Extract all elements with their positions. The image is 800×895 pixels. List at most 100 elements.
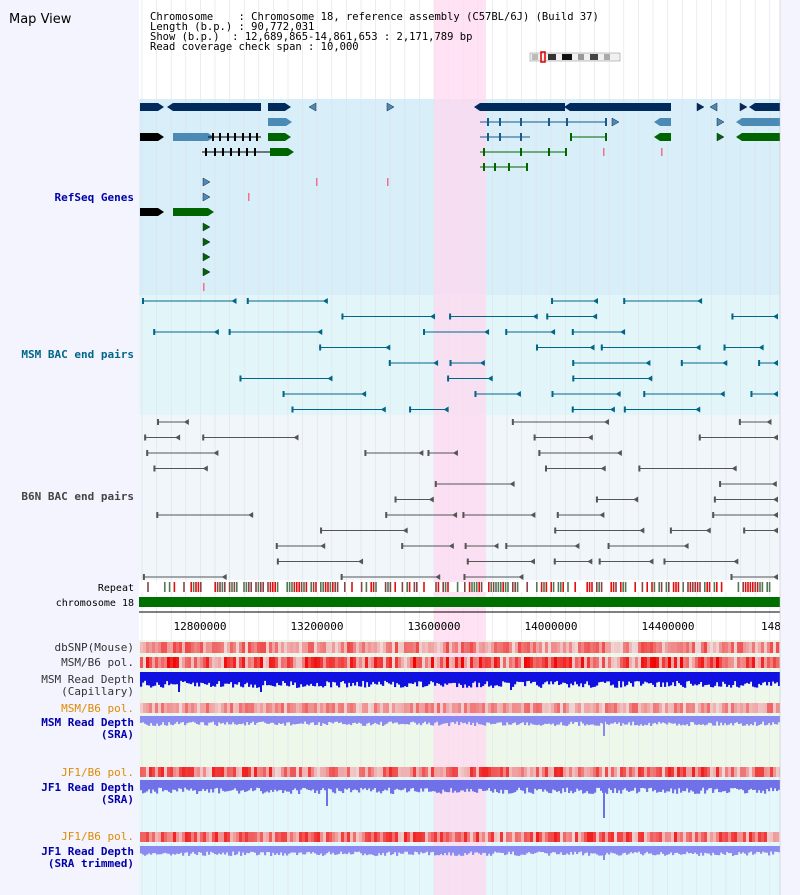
refseq-genes-track[interactable] bbox=[140, 102, 780, 291]
transcript-exon[interactable] bbox=[548, 118, 550, 126]
transcript-exon[interactable] bbox=[566, 118, 568, 126]
track-label-msm-bac[interactable]: MSM BAC end pairs bbox=[21, 348, 134, 361]
transcript-exon[interactable] bbox=[520, 118, 522, 126]
heat-cell bbox=[707, 832, 711, 842]
transcript-exon[interactable] bbox=[605, 118, 607, 126]
gene-feature[interactable] bbox=[270, 148, 288, 156]
transcript-exon[interactable] bbox=[499, 133, 501, 141]
track-label-jf1-depth-sra[interactable]: JF1 Read Depth bbox=[41, 781, 134, 794]
heat-cell bbox=[539, 703, 543, 713]
heat-cell bbox=[758, 703, 762, 713]
read-depth-tracks[interactable] bbox=[140, 672, 781, 860]
gene-marker[interactable] bbox=[386, 102, 395, 112]
gene-marker[interactable] bbox=[308, 102, 317, 112]
transcript-exon[interactable] bbox=[205, 148, 207, 156]
gene-marker[interactable] bbox=[202, 252, 211, 262]
msm-bac-track[interactable] bbox=[142, 298, 778, 413]
gene-feature[interactable] bbox=[742, 133, 780, 141]
selected-region-highlight[interactable] bbox=[434, 0, 486, 895]
chromosome-ideogram[interactable] bbox=[529, 51, 621, 63]
transcript-exon[interactable] bbox=[548, 148, 550, 156]
transcript-exon[interactable] bbox=[605, 133, 607, 141]
heat-cell bbox=[143, 657, 147, 668]
track-label-msm-pol-2[interactable]: MSM/B6 pol. bbox=[61, 702, 134, 715]
transcript-exon[interactable] bbox=[256, 133, 258, 141]
transcript-exon[interactable] bbox=[499, 118, 501, 126]
heat-cell bbox=[176, 832, 180, 842]
gene-marker[interactable] bbox=[739, 102, 748, 112]
gene-marker[interactable] bbox=[611, 117, 620, 127]
gene-feature[interactable] bbox=[480, 103, 565, 111]
track-label-jf1-pol-2[interactable]: JF1/B6 pol. bbox=[61, 830, 134, 843]
transcript-exon[interactable] bbox=[230, 148, 232, 156]
gene-marker[interactable] bbox=[202, 237, 211, 247]
gene-feature[interactable] bbox=[173, 133, 208, 141]
track-label-msm-pol-1[interactable]: MSM/B6 pol. bbox=[61, 656, 134, 669]
transcript-exon[interactable] bbox=[487, 118, 489, 126]
transcript-exon[interactable] bbox=[246, 148, 248, 156]
gene-feature[interactable] bbox=[268, 118, 286, 126]
transcript-exon[interactable] bbox=[219, 133, 221, 141]
transcript-exon[interactable] bbox=[508, 163, 510, 171]
transcript-exon[interactable] bbox=[254, 148, 256, 156]
transcript-exon[interactable] bbox=[483, 163, 485, 171]
transcript-exon[interactable] bbox=[494, 163, 496, 171]
heat-cell bbox=[305, 767, 309, 777]
depth-bar bbox=[592, 780, 595, 794]
gene-marker[interactable] bbox=[716, 132, 725, 142]
gene-marker[interactable] bbox=[202, 177, 211, 187]
transcript-exon[interactable] bbox=[238, 148, 240, 156]
gene-marker[interactable] bbox=[202, 222, 211, 232]
track-label-b6n-bac[interactable]: B6N BAC end pairs bbox=[21, 490, 134, 503]
track-label-repeat[interactable]: Repeat bbox=[98, 583, 134, 594]
chromosome-bar[interactable] bbox=[139, 597, 780, 607]
transcript-exon[interactable] bbox=[234, 133, 236, 141]
depth-bar bbox=[484, 846, 487, 853]
track-label-msm-depth-sra[interactable]: MSM Read Depth bbox=[41, 716, 134, 729]
gene-feature[interactable] bbox=[173, 103, 261, 111]
transcript-exon[interactable] bbox=[227, 133, 229, 141]
transcript-exon[interactable] bbox=[212, 133, 214, 141]
transcript-exon[interactable] bbox=[222, 148, 224, 156]
depth-bar bbox=[146, 846, 149, 855]
gene-feature[interactable] bbox=[140, 103, 158, 111]
gene-marker[interactable] bbox=[716, 117, 725, 127]
repeat-track[interactable] bbox=[139, 582, 780, 592]
gene-marker[interactable] bbox=[202, 267, 211, 277]
gene-marker[interactable] bbox=[202, 192, 211, 202]
gene-feature[interactable] bbox=[742, 118, 780, 126]
heat-cell bbox=[347, 767, 351, 777]
transcript-exon[interactable] bbox=[520, 133, 522, 141]
track-label-msm-depth-capillary[interactable]: MSM Read Depth bbox=[41, 673, 134, 686]
track-label-jf1-pol-1[interactable]: JF1/B6 pol. bbox=[61, 766, 134, 779]
gene-feature[interactable] bbox=[140, 208, 158, 216]
depth-bar bbox=[642, 716, 645, 726]
gene-feature[interactable] bbox=[173, 208, 208, 216]
transcript-exon[interactable] bbox=[565, 148, 567, 156]
polymorphism-heat-tracks[interactable] bbox=[140, 642, 783, 842]
gene-feature[interactable] bbox=[140, 133, 158, 141]
transcript-exon[interactable] bbox=[570, 133, 572, 141]
gene-feature[interactable] bbox=[268, 133, 285, 141]
track-label-chromosome[interactable]: chromosome 18 bbox=[56, 598, 134, 609]
transcript-exon[interactable] bbox=[242, 133, 244, 141]
gene-feature[interactable] bbox=[660, 118, 671, 126]
gene-feature[interactable] bbox=[755, 103, 780, 111]
transcript-exon[interactable] bbox=[249, 133, 251, 141]
transcript-exon[interactable] bbox=[526, 163, 528, 171]
transcript-exon[interactable] bbox=[487, 133, 489, 141]
gene-feature[interactable] bbox=[268, 103, 285, 111]
transcript-exon[interactable] bbox=[483, 148, 485, 156]
gene-marker[interactable] bbox=[696, 102, 705, 112]
track-label-dbsnp[interactable]: dbSNP(Mouse) bbox=[55, 641, 134, 654]
gene-marker[interactable] bbox=[709, 102, 718, 112]
b6n-bac-pair-end bbox=[448, 543, 454, 549]
gene-feature[interactable] bbox=[660, 133, 671, 141]
track-label-refseq[interactable]: RefSeq Genes bbox=[55, 191, 134, 204]
transcript-exon[interactable] bbox=[520, 148, 522, 156]
transcript-exon[interactable] bbox=[214, 148, 216, 156]
b6n-bac-track[interactable] bbox=[142, 419, 778, 580]
gene-feature[interactable] bbox=[570, 103, 671, 111]
track-label-jf1-depth-trimmed[interactable]: JF1 Read Depth bbox=[41, 845, 134, 858]
